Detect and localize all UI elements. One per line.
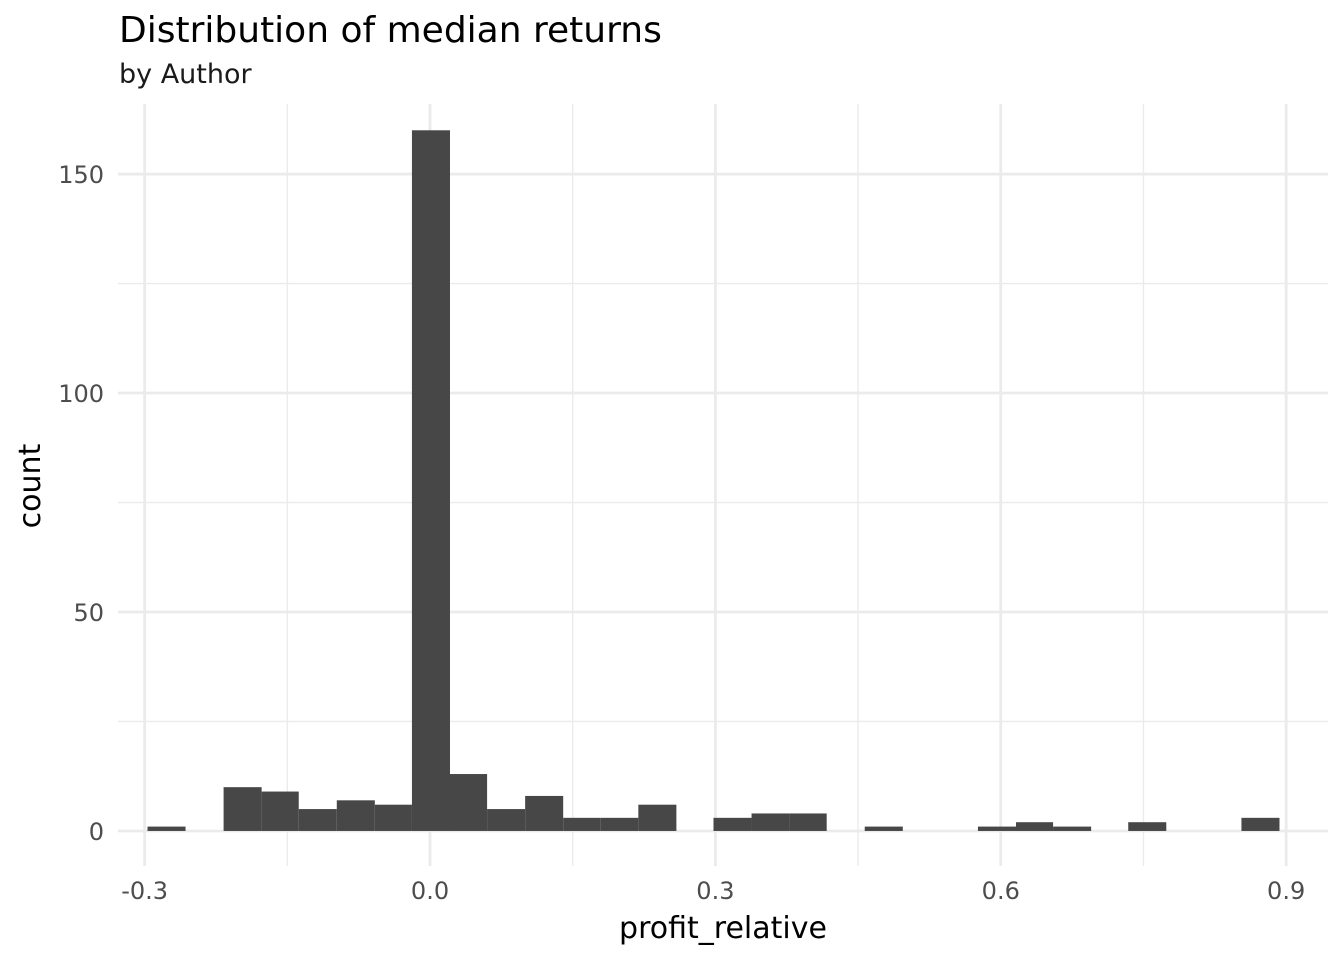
histogram-bar xyxy=(713,817,752,831)
histogram-bar xyxy=(223,787,262,831)
histogram-bar xyxy=(449,774,488,831)
histogram-bar xyxy=(147,826,186,831)
x-tick-label: 0.6 xyxy=(982,877,1020,905)
chart-title: Distribution of median returns xyxy=(119,10,662,51)
histogram-bar xyxy=(487,809,526,831)
histogram-bar xyxy=(1053,826,1092,831)
histogram-bar xyxy=(789,813,827,831)
x-axis-title: profit_relative xyxy=(619,911,827,946)
histogram-bar xyxy=(563,817,601,831)
histogram-bar xyxy=(864,826,903,831)
histogram-bar xyxy=(638,804,677,831)
y-axis-title: count xyxy=(13,443,48,528)
y-tick-label: 50 xyxy=(73,599,104,627)
histogram-bar xyxy=(374,804,412,831)
y-tick-label: 0 xyxy=(89,818,104,846)
y-tick-label: 150 xyxy=(58,161,104,189)
y-tick-label: 100 xyxy=(58,380,104,408)
histogram-bar xyxy=(411,130,450,831)
histogram-bar xyxy=(336,800,375,831)
histogram-bar xyxy=(1241,817,1280,831)
histogram-bar xyxy=(600,817,639,831)
histogram-bar xyxy=(751,813,790,831)
x-tick-label: 0.3 xyxy=(696,877,734,905)
x-axis-ticks: -0.3 0.0 0.3 0.6 0.9 xyxy=(121,877,1305,905)
x-tick-label: -0.3 xyxy=(121,877,168,905)
y-axis-ticks: 0 50 100 150 xyxy=(58,161,104,846)
gridlines xyxy=(118,104,1328,866)
histogram-bar xyxy=(1015,822,1054,831)
histogram-bar xyxy=(1128,822,1167,831)
histogram-bar xyxy=(977,826,1016,831)
histogram-bar xyxy=(298,809,337,831)
x-tick-label: 0.9 xyxy=(1267,877,1305,905)
histogram-bar xyxy=(525,795,564,831)
chart-subtitle: by Author xyxy=(119,59,252,90)
histogram-bar xyxy=(261,791,299,831)
histogram-bars xyxy=(147,130,1280,831)
x-tick-label: 0.0 xyxy=(411,877,449,905)
